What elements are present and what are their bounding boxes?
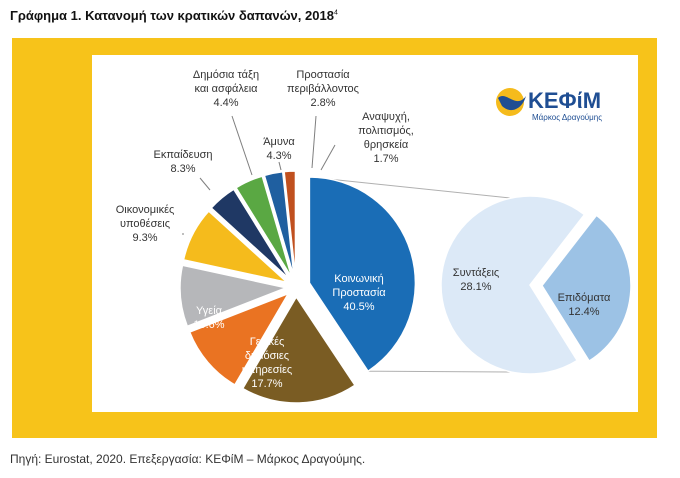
slice-label-δημόσια-τάξη-και-ασφάλεια: Δημόσια τάξη και ασφάλεια 4.4% xyxy=(193,69,259,109)
logo-subtitle: Μάρκος Δραγούμης xyxy=(532,113,602,122)
sub-pie-slice-συντάξεις xyxy=(440,195,586,375)
slice-label-γενικές-δημόσιες-υπηρεσίες: Γενικές δημόσιες υπηρεσίες 17.7% xyxy=(242,336,292,390)
slice-label-υγεία: Υγεία 10.6% xyxy=(193,305,224,331)
pie-slice-άμυνα xyxy=(235,175,293,279)
chart-title: Γράφημα 1. Κατανομή των κρατικών δαπανών… xyxy=(10,8,338,23)
pie-slice-εκπαίδευση xyxy=(182,210,290,284)
pie-slice-υγεία xyxy=(188,292,291,386)
logo-bird-icon xyxy=(498,96,526,111)
pie-slice-αναψυχή-πολιτισμός-θρησκεία xyxy=(283,170,297,278)
pie-slice-προστασία-περιβάλλοντος xyxy=(263,170,295,278)
leader-line-προστασία-περιβάλλοντος xyxy=(311,115,317,169)
source-note: Πηγή: Eurostat, 2020. Επεξεργασία: ΚΕΦίΜ… xyxy=(10,452,366,466)
connector-line-top xyxy=(309,176,511,199)
slice-label-άμυνα: Άμυνα 4.3% xyxy=(263,136,295,162)
leader-line-δημόσια-τάξη-και-ασφάλεια xyxy=(231,115,253,176)
pie-slice-οικονομικές-υποθέσεις xyxy=(179,264,289,328)
footnote-mark: 4 xyxy=(333,9,338,17)
sub-slice-label-επιδόματα: Επιδόματα 12.4% xyxy=(558,292,611,318)
slice-label-αναψυχή-πολιτισμός-θρησκεία: Αναψυχή, πολιτισμός, θρησκεία 1.7% xyxy=(358,111,414,165)
pie-slice-κοινωνική-προστασία xyxy=(308,176,417,373)
leader-line-αναψυχή-πολιτισμός-θρησκεία xyxy=(320,144,336,171)
kefim-logo: ΚΕΦίΜ Μάρκος Δραγούμης xyxy=(496,88,602,122)
leader-line-εκπαίδευση xyxy=(199,177,211,191)
connector-line-bottom xyxy=(368,370,511,373)
slice-label-κοινωνική-προστασία: Κοινωνική Προστασία 40.5% xyxy=(332,273,386,313)
leader-line-άμυνα xyxy=(278,161,282,171)
slice-label-προστασία-περιβάλλοντος: Προστασία περιβάλλοντος 2.8% xyxy=(287,69,359,109)
chart-title-text: Γράφημα 1. Κατανομή των κρατικών δαπανών… xyxy=(10,8,334,23)
logo-name: ΚΕΦίΜ xyxy=(528,88,601,113)
pie-slice-γενικές-δημόσιες-υπηρεσίες xyxy=(241,295,357,404)
sub-pie-slice-επιδόματα xyxy=(541,214,632,363)
pie-slice-δημόσια-τάξη-και-ασφάλεια xyxy=(210,188,291,280)
slice-label-οικονομικές-υποθέσεις: Οικονομικές υποθέσεις 9.3% xyxy=(116,204,175,244)
sub-slice-label-συντάξεις: Συντάξεις 28.1% xyxy=(453,267,499,293)
slice-label-εκπαίδευση: Εκπαίδευση 8.3% xyxy=(153,149,212,175)
